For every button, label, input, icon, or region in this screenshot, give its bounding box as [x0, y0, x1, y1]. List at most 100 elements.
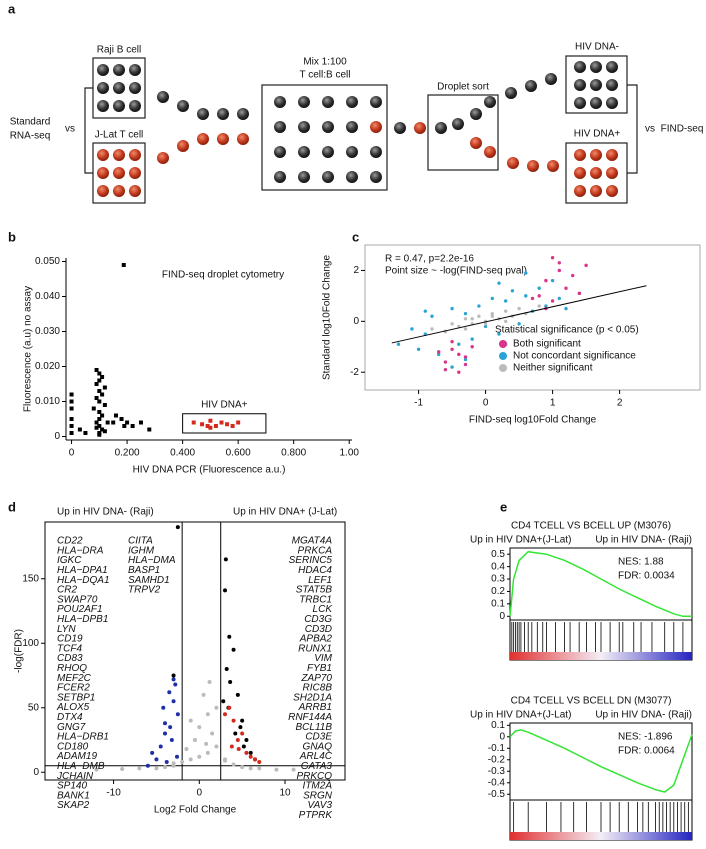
- point: [77, 427, 82, 432]
- point: [120, 767, 125, 772]
- point: [201, 692, 206, 697]
- gate: [182, 413, 267, 434]
- point: [463, 311, 468, 316]
- legend-swatch: [499, 352, 507, 360]
- point: [94, 425, 99, 430]
- point: [231, 718, 236, 723]
- chart-title: CD4 TCELL VS BCELL DN (M3077): [511, 696, 672, 707]
- gene-label: SETBP1: [57, 692, 95, 703]
- point: [69, 431, 74, 435]
- plot-frame: [44, 521, 346, 781]
- point: [244, 738, 249, 743]
- point: [228, 679, 233, 684]
- point: [463, 357, 468, 362]
- gene-label: GNG7: [57, 722, 86, 733]
- gene-label: GNAQ: [303, 741, 333, 752]
- y-tick-label: 0.030: [35, 326, 60, 337]
- y-axis-label: -log(FDR): [14, 629, 25, 673]
- gene-label: ARL4C: [299, 751, 333, 762]
- gene-label: IGHM: [128, 545, 155, 556]
- point: [102, 429, 107, 434]
- point: [248, 766, 253, 771]
- point: [150, 750, 155, 755]
- gene-label: HLA−DQA1: [57, 575, 110, 586]
- label: FIND-seq: [661, 124, 704, 135]
- raji-cell: [237, 108, 249, 120]
- gene-label: ALOX5: [56, 702, 90, 713]
- point: [463, 362, 468, 367]
- point: [223, 588, 227, 593]
- y-tick-label: 150: [22, 573, 39, 584]
- point: [450, 322, 454, 326]
- point: [463, 355, 468, 359]
- raji-cell: [370, 146, 382, 158]
- point: [577, 291, 582, 296]
- jlat-cell: [606, 185, 618, 197]
- point: [497, 332, 501, 336]
- workflow-diagram: [84, 55, 638, 204]
- point: [537, 304, 541, 308]
- gene-label: BANK1: [57, 790, 90, 801]
- point: [125, 420, 130, 425]
- point: [450, 347, 454, 351]
- x-tick-label: 0.800: [281, 448, 306, 459]
- gene-label: BASP1: [128, 565, 160, 576]
- stat: FDR: 0.0064: [618, 746, 675, 757]
- rank-gradient: [510, 652, 692, 660]
- point: [564, 286, 568, 290]
- point: [490, 311, 494, 316]
- point: [163, 721, 167, 726]
- x-tick-label: 1: [550, 398, 556, 409]
- point: [100, 375, 105, 379]
- point: [97, 432, 102, 437]
- x-tick-label: 10: [279, 788, 291, 799]
- gene-label: VAV3: [308, 800, 333, 811]
- left-label: Up in HIV DNA+(J-Lat): [470, 710, 571, 721]
- point: [171, 673, 176, 678]
- header: Up in HIV DNA+ (J-Lat): [233, 507, 337, 518]
- gene-label: CD22: [57, 536, 83, 547]
- gene-label: MGAT4A: [292, 536, 333, 547]
- header: Up in HIV DNA- (Raji): [57, 507, 154, 518]
- point: [235, 692, 240, 697]
- point: [83, 431, 88, 435]
- point: [450, 306, 454, 311]
- raji-cell: [97, 100, 109, 112]
- raji-cell: [157, 91, 169, 103]
- point: [227, 634, 232, 639]
- y-tick-label: 100: [22, 638, 39, 649]
- legend-swatch: [499, 364, 507, 372]
- point: [504, 319, 508, 324]
- point: [457, 352, 461, 357]
- annotation: R = 0.47, p=2.2e-16: [385, 254, 474, 265]
- point: [257, 766, 262, 771]
- jlat-cell: [414, 122, 426, 134]
- gene-label: RNF144A: [288, 712, 332, 723]
- jlat-cell: [129, 167, 141, 179]
- point: [483, 322, 488, 326]
- label: Droplet sort: [437, 82, 489, 93]
- point: [105, 420, 110, 425]
- point: [163, 765, 167, 770]
- raji-cell: [113, 100, 125, 112]
- y-tick-label: -0.2: [488, 754, 506, 765]
- point: [161, 705, 166, 710]
- gene-label: LEF1: [308, 575, 332, 586]
- point: [205, 712, 210, 717]
- point: [219, 420, 224, 425]
- x-tick-label: -1: [414, 398, 423, 409]
- gene-label: HLA−DPB1: [57, 614, 108, 625]
- point: [240, 765, 245, 770]
- jlat-cell: [590, 167, 602, 179]
- raji-cell: [217, 108, 229, 120]
- raji-cell: [394, 122, 406, 134]
- enrichment-curve: [509, 729, 693, 793]
- point: [167, 690, 172, 695]
- y-axis-label: Fluorescence (a.u) no assay: [23, 286, 34, 412]
- stat: FDR: 0.0034: [618, 571, 675, 582]
- y-axis-label: Standard log10Fold Change: [322, 255, 333, 381]
- y-tick-label: 0: [499, 611, 505, 622]
- point: [240, 731, 245, 736]
- raji-cell: [452, 118, 464, 130]
- point: [450, 365, 454, 369]
